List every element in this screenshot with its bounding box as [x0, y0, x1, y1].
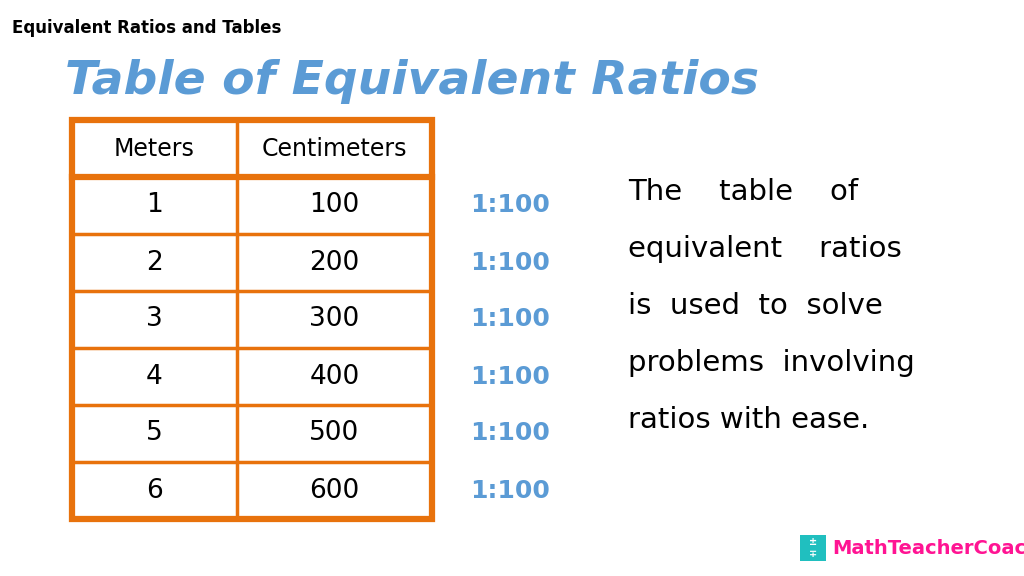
Text: 4: 4 [146, 363, 163, 389]
Text: Equivalent Ratios and Tables: Equivalent Ratios and Tables [12, 19, 282, 37]
Text: 2: 2 [146, 249, 163, 275]
Text: 3: 3 [146, 306, 163, 332]
Text: ratios with ease.: ratios with ease. [628, 406, 869, 434]
Text: 600: 600 [309, 478, 359, 503]
Text: 1:100: 1:100 [470, 479, 550, 502]
Text: problems  involving: problems involving [628, 349, 914, 377]
Text: 1:100: 1:100 [470, 194, 550, 218]
Text: Table of Equivalent Ratios: Table of Equivalent Ratios [65, 59, 759, 104]
Text: is  used  to  solve: is used to solve [628, 292, 883, 320]
Text: 1: 1 [146, 192, 163, 218]
Text: 200: 200 [309, 249, 359, 275]
Text: 1:100: 1:100 [470, 308, 550, 332]
Text: 6: 6 [146, 478, 163, 503]
Text: 5: 5 [146, 420, 163, 446]
Text: MathTeacherCoach.com: MathTeacherCoach.com [831, 539, 1024, 558]
Text: equivalent    ratios: equivalent ratios [628, 235, 902, 263]
Text: Meters: Meters [114, 137, 195, 161]
Text: 100: 100 [309, 192, 359, 218]
Bar [800, 535, 826, 561]
Text: 400: 400 [309, 363, 359, 389]
Text: 1:100: 1:100 [470, 365, 550, 388]
Text: 1:100: 1:100 [470, 422, 550, 445]
Text: Centimeters: Centimeters [262, 137, 408, 161]
Text: The    table    of: The table of [628, 178, 858, 206]
Text: 500: 500 [309, 420, 359, 446]
Bar [72, 120, 432, 519]
Text: 300: 300 [309, 306, 359, 332]
Text: 1:100: 1:100 [470, 251, 550, 275]
Text: ±
∓: ± ∓ [809, 537, 817, 559]
